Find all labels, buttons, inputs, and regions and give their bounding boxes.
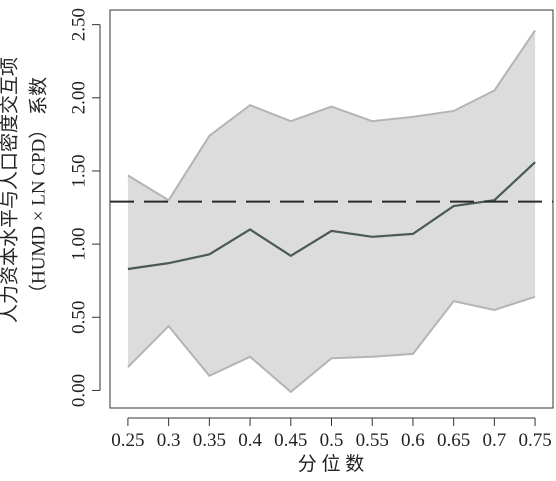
x-tick-label: 0.55	[356, 430, 389, 451]
confidence-band	[127, 30, 536, 392]
x-tick-label: 0.4	[238, 430, 262, 451]
estimate-line	[127, 161, 536, 271]
bound-line	[127, 29, 536, 202]
y-tick-label: 0.50	[68, 301, 89, 334]
x-tick-label: 0.7	[482, 430, 506, 451]
x-tick-label: 0.6	[401, 430, 425, 451]
y-tick-label: 1.50	[68, 154, 89, 187]
y-tick-label: 0.00	[68, 374, 89, 407]
x-axis-label: 分 位 数	[298, 453, 365, 475]
x-tick-label: 0.3	[157, 430, 181, 451]
y-tick-label: 2.00	[68, 81, 89, 114]
y-axis-label: （HUMD × LN CPD） 系数	[27, 77, 49, 303]
x-tick-label: 0.25	[111, 430, 144, 451]
plot-frame	[109, 9, 554, 409]
x-tick-label: 0.75	[518, 430, 551, 451]
x-tick-label: 0.35	[193, 430, 226, 451]
x-tick-label: 0.5	[320, 430, 344, 451]
x-tick-label: 0.65	[437, 430, 470, 451]
y-tick-label: 2.50	[68, 8, 89, 41]
x-tick-label: 0.45	[274, 430, 307, 451]
bound-line	[127, 295, 536, 394]
y-axis-label: 人力资本水平与人口密度交互项	[0, 57, 20, 323]
y-tick-label: 1.00	[68, 227, 89, 260]
